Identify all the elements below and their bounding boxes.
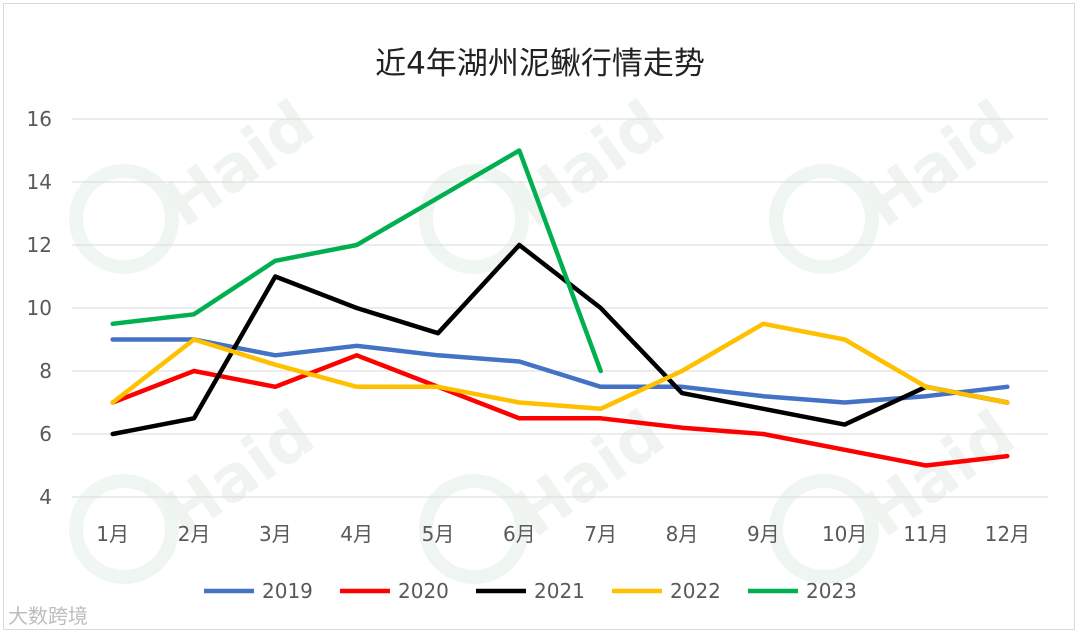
legend: 2019 2020 2021 2022 2023: [204, 579, 857, 603]
y-axis-tick-labels: 4 6 8 10 12 14 16: [27, 107, 52, 509]
legend-label: 2020: [398, 579, 449, 603]
legend-item-2023: 2023: [748, 579, 857, 603]
watermark-logo: Haid: [769, 397, 1028, 584]
series-line-2023: [110, 148, 603, 374]
y-tick-label: 16: [27, 107, 52, 131]
x-tick-label: 8月: [666, 522, 699, 546]
watermark-logo: Haid: [769, 87, 1028, 274]
y-tick-label: 10: [27, 296, 52, 320]
y-tick-label: 8: [39, 359, 52, 383]
watermark-logo: Haid: [69, 87, 328, 274]
x-tick-label: 3月: [259, 522, 292, 546]
y-tick-label: 4: [39, 485, 52, 509]
x-tick-label: 11月: [903, 522, 948, 546]
series-line-2020: [110, 353, 1010, 468]
x-tick-label: 10月: [822, 522, 867, 546]
watermark-logo: Haid: [69, 397, 328, 584]
x-tick-label: 7月: [584, 522, 617, 546]
y-tick-label: 6: [39, 422, 52, 446]
series-line-2021: [110, 242, 1010, 437]
chart-title: 近4年湖州泥鳅行情走势: [375, 46, 705, 82]
watermark-brand-text: Haid: [501, 87, 678, 242]
legend-item-2021: 2021: [476, 579, 585, 603]
x-axis-tick-labels: 1月 2月 3月 4月 5月 6月 7月 8月 9月 10月 11月 12月: [96, 522, 1030, 546]
series-line-2022: [110, 321, 1010, 412]
legend-label: 2022: [670, 579, 721, 603]
watermark-brand-text: Haid: [151, 87, 328, 242]
legend-item-2022: 2022: [612, 579, 721, 603]
x-tick-label: 12月: [985, 522, 1030, 546]
x-tick-label: 4月: [340, 522, 373, 546]
series-lines: [110, 148, 1010, 468]
gridlines: [72, 118, 1048, 498]
legend-item-2019: 2019: [204, 579, 313, 603]
x-tick-label: 9月: [747, 522, 780, 546]
y-tick-label: 14: [27, 170, 52, 194]
footer-watermark-text: 大数跨境: [8, 604, 88, 628]
legend-label: 2023: [806, 579, 857, 603]
x-tick-label: 2月: [178, 522, 211, 546]
y-tick-label: 12: [27, 233, 52, 257]
legend-label: 2019: [262, 579, 313, 603]
legend-item-2020: 2020: [340, 579, 449, 603]
x-tick-label: 1月: [96, 522, 129, 546]
x-tick-label: 6月: [503, 522, 536, 546]
watermark-brand-text: Haid: [851, 87, 1028, 242]
series-line-2019: [110, 337, 1010, 405]
legend-label: 2021: [534, 579, 585, 603]
x-tick-label: 5月: [422, 522, 455, 546]
